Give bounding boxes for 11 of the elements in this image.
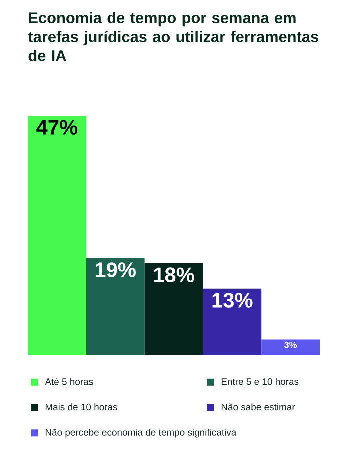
legend-label: Mais de 10 horas <box>46 404 118 411</box>
data-label: 19% <box>96 262 136 278</box>
legend-label: Entre 5 e 10 horas <box>222 378 299 386</box>
data-label: 13% <box>212 293 253 308</box>
data-label: 18% <box>154 268 194 282</box>
legend-label: Não percebe economia de tempo significativa <box>46 428 237 438</box>
chart-title: Economia de tempo por semana em tarefas jurídicas ao utilizar ferramentas de IA <box>28 12 318 62</box>
data-label: 3% <box>284 342 298 348</box>
legend-label: Até 5 horas <box>45 378 94 386</box>
legend-label: Não sabe estimar <box>222 404 296 411</box>
data-label: 47% <box>36 120 78 135</box>
